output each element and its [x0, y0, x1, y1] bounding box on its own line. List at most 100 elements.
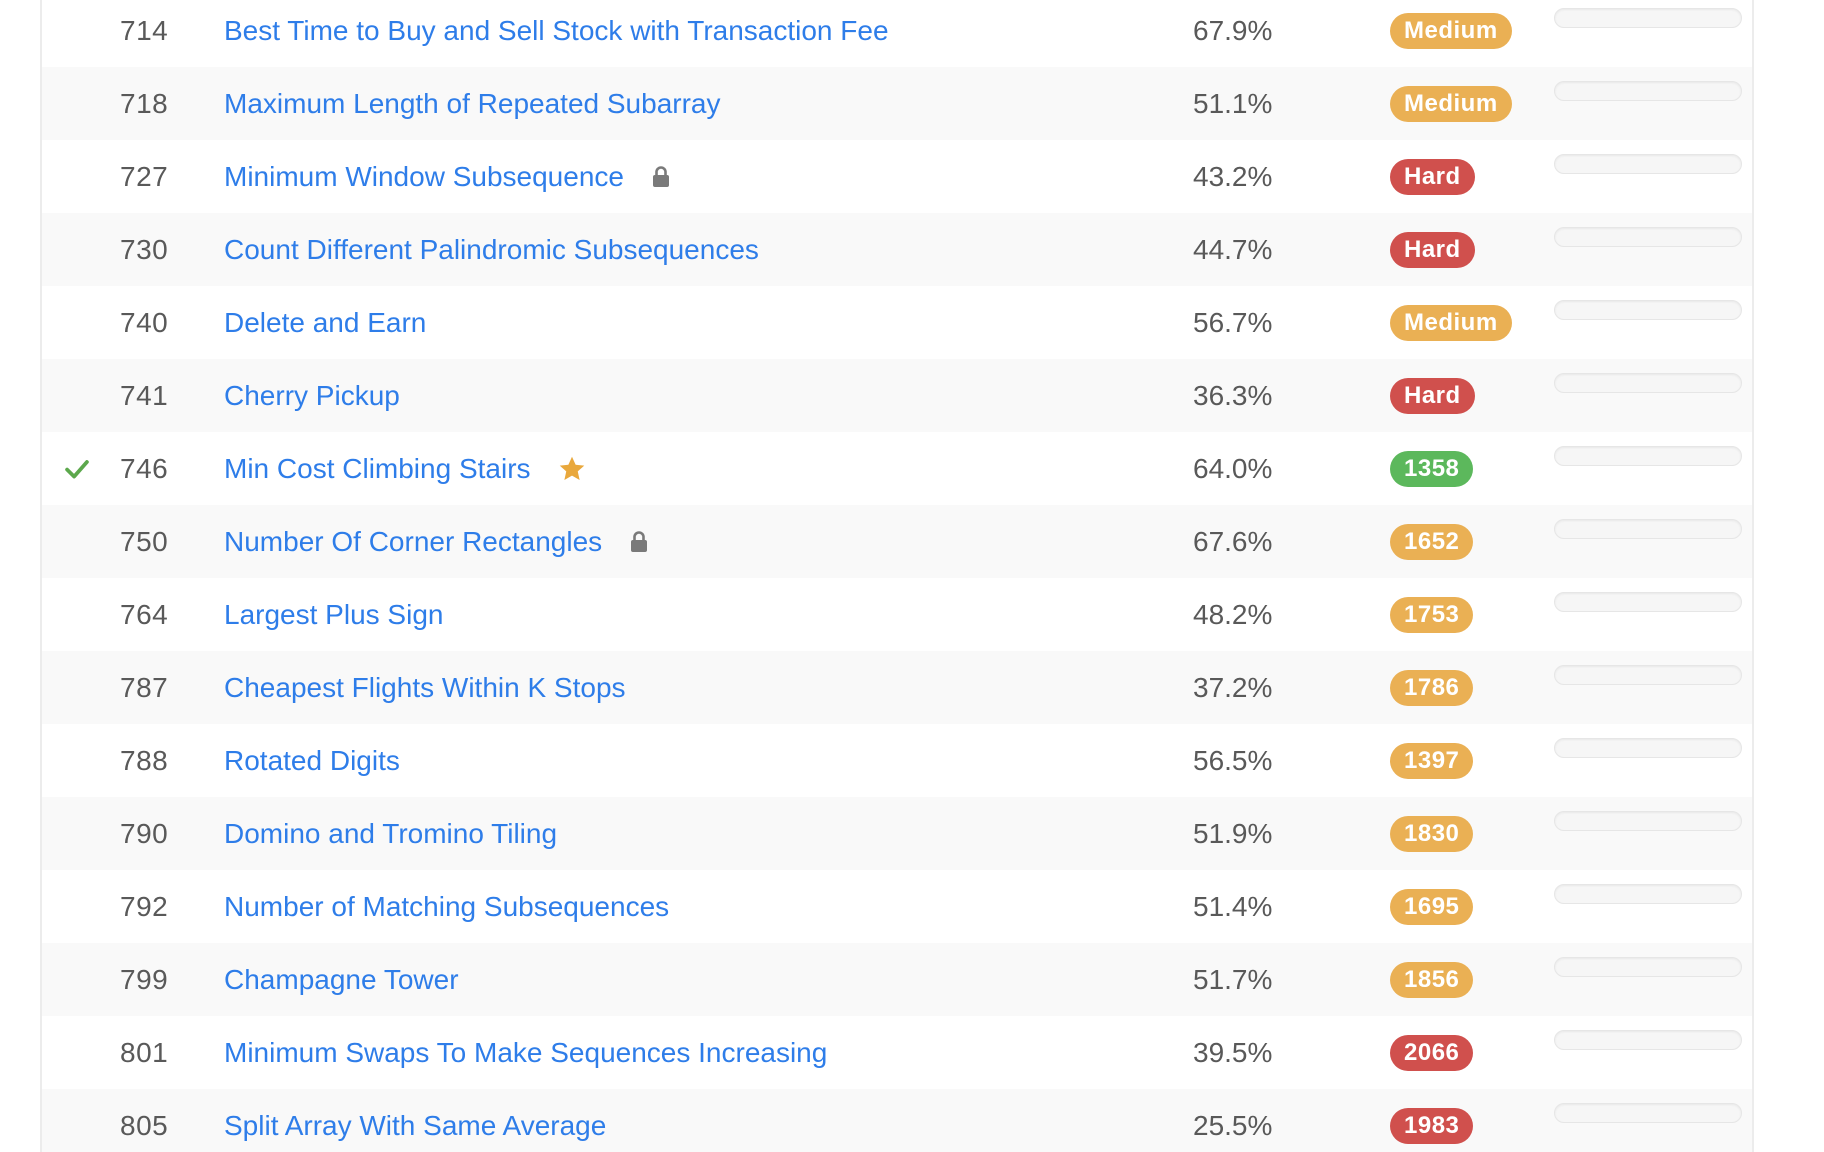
- acceptance-rate: 48.2%: [1193, 598, 1273, 630]
- difficulty-badge: Medium: [1390, 85, 1512, 122]
- problem-title-link[interactable]: Cherry Pickup: [224, 379, 400, 411]
- problem-title-link[interactable]: Best Time to Buy and Sell Stock with Tra…: [224, 14, 889, 46]
- problem-title-cell: Rotated Digits: [224, 745, 400, 777]
- problem-number: 750: [120, 525, 169, 557]
- table-row: 727 Minimum Window Subsequence 43.2% Har…: [42, 140, 1752, 213]
- problem-title-cell: Min Cost Climbing Stairs: [224, 453, 587, 485]
- problem-title-cell: Split Array With Same Average: [224, 1110, 606, 1142]
- frequency-bar: [1554, 154, 1742, 174]
- frequency-bar: [1554, 884, 1742, 904]
- difficulty-badge: Hard: [1390, 377, 1475, 414]
- difficulty-badge: 1753: [1390, 596, 1474, 633]
- frequency-bar: [1554, 957, 1742, 977]
- table-row: 792 Number of Matching Subsequences 51.4…: [42, 870, 1752, 943]
- problem-title-link[interactable]: Domino and Tromino Tiling: [224, 817, 558, 849]
- problem-table: 714 Best Time to Buy and Sell Stock with…: [40, 0, 1754, 1152]
- table-row: 788 Rotated Digits 56.5% 1397: [42, 724, 1752, 797]
- check-icon: [62, 454, 92, 484]
- table-row: 764 Largest Plus Sign 48.2% 1753: [42, 578, 1752, 651]
- difficulty-badge: 1786: [1390, 669, 1474, 706]
- problem-number: 718: [120, 87, 169, 119]
- problem-number: 790: [120, 817, 169, 849]
- table-row: 799 Champagne Tower 51.7% 1856: [42, 943, 1752, 1016]
- problem-number: 799: [120, 963, 169, 995]
- acceptance-rate: 67.6%: [1193, 525, 1273, 557]
- problem-number: 741: [120, 379, 169, 411]
- frequency-bar: [1554, 446, 1742, 466]
- problem-number: 714: [120, 14, 169, 46]
- difficulty-badge: 1830: [1390, 815, 1474, 852]
- lock-icon: [650, 165, 672, 189]
- problem-title-link[interactable]: Maximum Length of Repeated Subarray: [224, 87, 721, 119]
- difficulty-badge: 2066: [1390, 1034, 1474, 1071]
- frequency-bar: [1554, 592, 1742, 612]
- difficulty-badge: Medium: [1390, 12, 1512, 49]
- problem-title-link[interactable]: Largest Plus Sign: [224, 598, 444, 630]
- problem-title-cell: Minimum Swaps To Make Sequences Increasi…: [224, 1037, 827, 1069]
- frequency-bar: [1554, 1103, 1742, 1123]
- problem-title-link[interactable]: Minimum Window Subsequence: [224, 160, 624, 192]
- problem-title-cell: Champagne Tower: [224, 964, 459, 996]
- problem-title-cell: Delete and Earn: [224, 307, 426, 339]
- table-row: 741 Cherry Pickup 36.3% Hard: [42, 359, 1752, 432]
- acceptance-rate: 56.7%: [1193, 306, 1273, 338]
- table-row: 750 Number Of Corner Rectangles 67.6% 16…: [42, 505, 1752, 578]
- acceptance-rate: 36.3%: [1193, 379, 1273, 411]
- problem-title-link[interactable]: Number Of Corner Rectangles: [224, 525, 603, 557]
- difficulty-badge: 1397: [1390, 742, 1474, 779]
- acceptance-rate: 51.1%: [1193, 87, 1273, 119]
- acceptance-rate: 51.7%: [1193, 963, 1273, 995]
- problem-title-cell: Count Different Palindromic Subsequences: [224, 234, 759, 266]
- acceptance-rate: 56.5%: [1193, 744, 1273, 776]
- problem-title-link[interactable]: Split Array With Same Average: [224, 1109, 607, 1141]
- frequency-bar: [1554, 8, 1742, 28]
- problem-title-link[interactable]: Count Different Palindromic Subsequences: [224, 233, 759, 265]
- frequency-bar: [1554, 227, 1742, 247]
- table-row: 714 Best Time to Buy and Sell Stock with…: [42, 0, 1752, 67]
- lock-icon: [628, 530, 650, 554]
- frequency-bar: [1554, 665, 1742, 685]
- table-row: 730 Count Different Palindromic Subseque…: [42, 213, 1752, 286]
- table-row: 746 Min Cost Climbing Stairs 64.0% 1358: [42, 432, 1752, 505]
- problem-number: 730: [120, 233, 169, 265]
- difficulty-badge: Hard: [1390, 158, 1475, 195]
- difficulty-badge: Medium: [1390, 304, 1512, 341]
- difficulty-badge: 1652: [1390, 523, 1474, 560]
- frequency-bar: [1554, 300, 1742, 320]
- acceptance-rate: 51.4%: [1193, 890, 1273, 922]
- problem-title-link[interactable]: Number of Matching Subsequences: [224, 890, 670, 922]
- problem-number: 801: [120, 1036, 169, 1068]
- problem-title-link[interactable]: Rotated Digits: [224, 744, 400, 776]
- acceptance-rate: 67.9%: [1193, 14, 1273, 46]
- problem-number: 787: [120, 671, 169, 703]
- acceptance-rate: 37.2%: [1193, 671, 1273, 703]
- problem-title-link[interactable]: Cheapest Flights Within K Stops: [224, 671, 626, 703]
- problem-number: 746: [120, 452, 169, 484]
- table-row: 740 Delete and Earn 56.7% Medium: [42, 286, 1752, 359]
- problem-title-cell: Cheapest Flights Within K Stops: [224, 672, 626, 704]
- acceptance-rate: 25.5%: [1193, 1109, 1273, 1141]
- acceptance-rate: 64.0%: [1193, 452, 1273, 484]
- table-row: 787 Cheapest Flights Within K Stops 37.2…: [42, 651, 1752, 724]
- acceptance-rate: 39.5%: [1193, 1036, 1273, 1068]
- problem-title-link[interactable]: Minimum Swaps To Make Sequences Increasi…: [224, 1036, 828, 1068]
- acceptance-rate: 43.2%: [1193, 160, 1273, 192]
- problem-number: 788: [120, 744, 169, 776]
- difficulty-badge: 1358: [1390, 450, 1474, 487]
- acceptance-rate: 44.7%: [1193, 233, 1273, 265]
- frequency-bar: [1554, 738, 1742, 758]
- problem-number: 740: [120, 306, 169, 338]
- problem-number: 792: [120, 890, 169, 922]
- frequency-bar: [1554, 81, 1742, 101]
- problem-title-cell: Minimum Window Subsequence: [224, 161, 672, 193]
- problem-number: 805: [120, 1109, 169, 1141]
- problem-title-cell: Best Time to Buy and Sell Stock with Tra…: [224, 15, 889, 47]
- problem-title-link[interactable]: Champagne Tower: [224, 963, 459, 995]
- difficulty-badge: 1695: [1390, 888, 1474, 925]
- problem-title-link[interactable]: Delete and Earn: [224, 306, 427, 338]
- problem-title-cell: Maximum Length of Repeated Subarray: [224, 88, 721, 120]
- acceptance-rate: 51.9%: [1193, 817, 1273, 849]
- problem-number: 764: [120, 598, 169, 630]
- frequency-bar: [1554, 519, 1742, 539]
- problem-title-link[interactable]: Min Cost Climbing Stairs: [224, 452, 531, 484]
